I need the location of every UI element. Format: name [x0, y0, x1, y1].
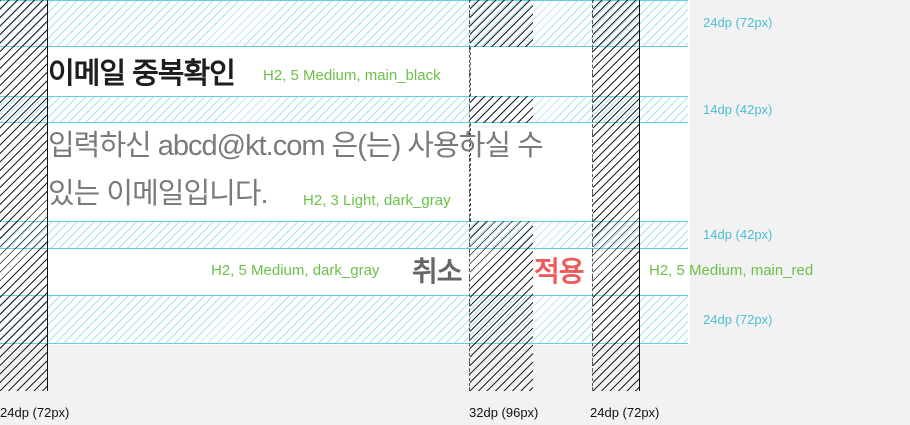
right-margin-column — [592, 0, 640, 391]
title-gap-dimension: 14dp (42px) — [703, 102, 773, 117]
apply-button[interactable]: 적용 — [534, 256, 585, 287]
right-margin-dimension: 24dp (72px) — [590, 405, 660, 420]
cancel-button[interactable]: 취소 — [412, 256, 463, 287]
dialog-title: 이메일 중복확인 — [48, 58, 236, 90]
bottom-padding-band — [0, 295, 688, 344]
button-gap-dimension: 32dp (96px) — [469, 405, 539, 420]
gap-guide-line — [470, 47, 471, 96]
dialog-message-line-1: 입력하신 abcd@kt.com 은(는) 사용하실 수 — [48, 130, 544, 162]
apply-spec-label: H2, 5 Medium, main_red — [649, 262, 814, 279]
left-margin-dimension: 24dp (72px) — [0, 405, 70, 420]
gap-guide-line — [470, 123, 471, 221]
left-margin-column — [0, 0, 48, 391]
message-gap-dimension: 14dp (42px) — [703, 227, 773, 242]
top-padding-band — [0, 0, 688, 47]
top-padding-dimension: 24dp (72px) — [703, 15, 773, 30]
dialog-message: 입력하신 abcd@kt.com 은(는) 사용하실 수 있는 이메일입니다. — [48, 122, 593, 218]
gap-mask-message-row — [470, 123, 533, 221]
title-gap-band — [0, 96, 688, 123]
message-spec-label: H2, 3 Light, dark_gray — [303, 192, 451, 209]
bottom-padding-dimension: 24dp (72px) — [703, 312, 773, 327]
dialog-surface — [0, 0, 690, 345]
dialog-message-line-2: 있는 이메일입니다. — [48, 170, 593, 218]
cancel-spec-label: H2, 5 Medium, dark_gray — [211, 262, 380, 279]
title-spec-label: H2, 5 Medium, main_black — [263, 67, 441, 84]
message-gap-band — [0, 221, 688, 249]
dialog-message-line-2-text: 있는 이메일입니다. — [48, 178, 269, 210]
gap-mask-title-row — [470, 47, 533, 96]
